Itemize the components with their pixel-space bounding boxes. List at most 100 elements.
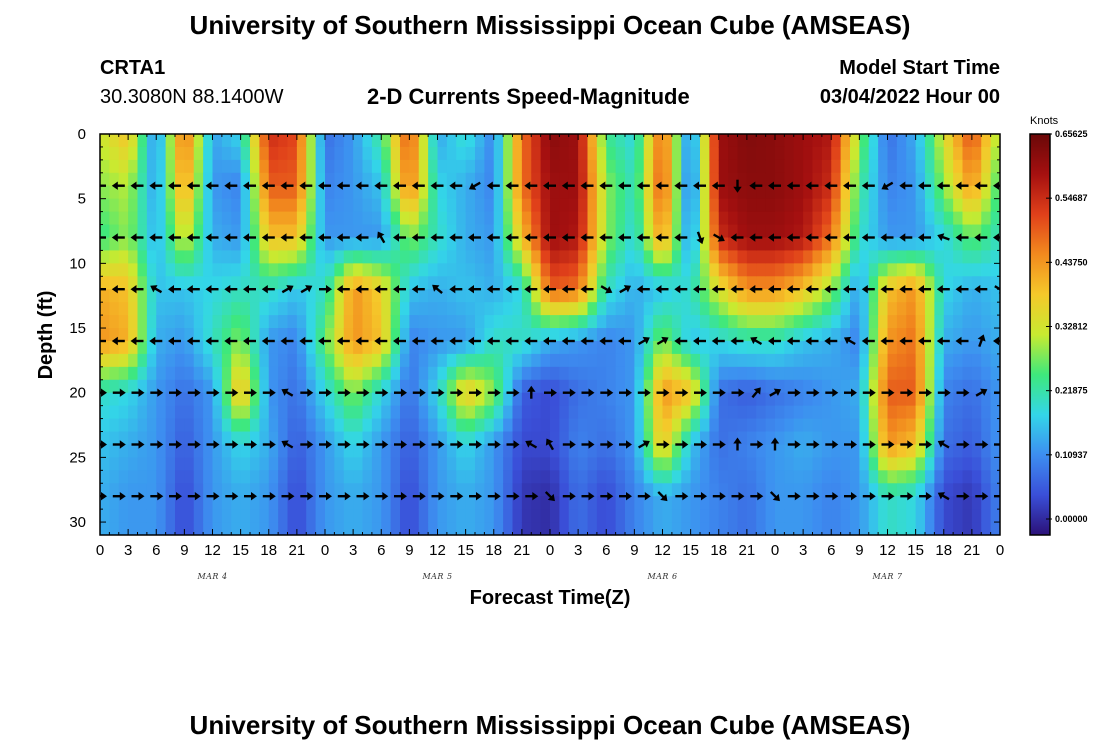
heatmap-cell xyxy=(240,431,251,446)
heatmap-cell xyxy=(203,522,214,535)
heatmap-cell xyxy=(925,172,935,187)
heatmap-cell xyxy=(718,470,729,484)
heatmap-cell xyxy=(118,289,129,303)
heatmap-cell xyxy=(971,340,982,355)
current-arrow xyxy=(318,181,331,190)
heatmap-cell xyxy=(606,250,617,264)
heatmap-cell xyxy=(615,159,626,174)
heatmap-cell xyxy=(540,366,551,381)
heatmap-cell xyxy=(156,185,167,200)
heatmap-cell xyxy=(493,496,504,510)
heatmap-cell xyxy=(803,172,814,187)
heatmap-cell xyxy=(896,470,907,484)
heatmap-cell xyxy=(943,159,954,174)
heatmap-cell xyxy=(859,457,870,471)
arrow-head xyxy=(513,388,520,397)
heatmap-cell xyxy=(906,159,917,174)
heatmap-cell xyxy=(493,185,504,200)
heatmap-cell xyxy=(559,379,570,394)
heatmap-cell xyxy=(765,509,776,523)
heatmap-cell xyxy=(109,405,120,420)
heatmap-cell xyxy=(400,159,410,174)
arrow-head xyxy=(468,233,474,242)
heatmap-cell xyxy=(156,366,167,381)
heatmap-cell xyxy=(409,496,420,510)
heatmap-cell xyxy=(418,146,429,161)
current-arrow xyxy=(956,440,970,449)
heatmap-cell xyxy=(915,405,926,420)
arrow-head xyxy=(281,388,289,396)
heatmap-cell xyxy=(381,405,392,420)
heatmap-cell xyxy=(831,185,842,200)
heatmap-cell xyxy=(484,483,495,497)
heatmap-cell xyxy=(831,146,842,161)
heatmap-cell xyxy=(278,366,289,381)
current-arrow xyxy=(805,233,819,242)
arrow-head xyxy=(243,181,249,190)
heatmap-cell xyxy=(325,431,335,446)
heatmap-cell xyxy=(165,328,176,342)
arrow-head xyxy=(869,388,876,397)
current-arrow xyxy=(769,491,780,502)
heatmap-cell xyxy=(765,250,776,264)
heatmap-cell xyxy=(231,211,242,226)
heatmap-cell xyxy=(578,211,589,226)
heatmap-cell xyxy=(165,483,176,497)
heatmap-cell xyxy=(943,276,954,290)
heatmap-cell xyxy=(212,198,223,213)
heatmap-cell xyxy=(943,366,954,381)
heatmap-cell xyxy=(240,418,251,433)
heatmap-cell xyxy=(634,185,645,200)
heatmap-cell xyxy=(868,470,879,484)
heatmap-cell xyxy=(390,483,401,497)
heatmap-cell xyxy=(306,431,317,446)
current-arrow xyxy=(955,181,969,190)
current-arrow xyxy=(600,440,614,449)
current-arrow xyxy=(768,336,781,346)
heatmap-cell xyxy=(221,353,232,368)
heatmap-cell xyxy=(409,276,420,290)
heatmap-cell xyxy=(550,483,560,497)
heatmap-cell xyxy=(118,483,129,497)
current-arrow xyxy=(919,492,932,501)
arrow-head xyxy=(861,181,868,190)
current-arrow xyxy=(281,388,294,397)
heatmap-cell xyxy=(381,134,392,148)
arrow-head xyxy=(642,440,650,448)
heatmap-cell xyxy=(465,237,476,252)
heatmap-cell xyxy=(578,405,589,420)
arrow-head xyxy=(636,233,643,242)
heatmap-cell xyxy=(428,276,439,290)
heatmap-cell xyxy=(971,353,982,368)
heatmap-cell xyxy=(484,224,495,239)
heatmap-cell xyxy=(381,185,392,200)
heatmap-cell xyxy=(990,134,1000,148)
heatmap-cell xyxy=(240,366,251,381)
heatmap-cell xyxy=(878,328,889,342)
heatmap-cell xyxy=(381,366,392,381)
heatmap-cell xyxy=(503,211,514,226)
heatmap-cell xyxy=(775,237,785,252)
current-arrow xyxy=(805,336,819,346)
heatmap-cell xyxy=(203,509,214,523)
heatmap-cell xyxy=(362,159,373,174)
heatmap-cell xyxy=(362,457,373,471)
current-arrow xyxy=(749,285,763,294)
arrow-head xyxy=(786,336,793,346)
heatmap-cell xyxy=(971,470,982,484)
heatmap-cell xyxy=(643,328,654,342)
current-arrow xyxy=(750,440,764,449)
heatmap-cell xyxy=(362,509,373,523)
heatmap-cell xyxy=(559,198,570,213)
colorbar: Knots0.000000.109370.218750.328120.43750… xyxy=(1029,115,1088,536)
heatmap-cell xyxy=(165,263,176,277)
heatmap-cell xyxy=(578,457,589,471)
heatmap-cell xyxy=(437,224,448,239)
heatmap-cell xyxy=(437,392,448,407)
heatmap-cell xyxy=(737,224,748,239)
heatmap-cell xyxy=(503,379,514,394)
heatmap-cell xyxy=(728,289,739,303)
arrow-head xyxy=(430,233,437,242)
heatmap-cell xyxy=(221,276,232,290)
heatmap-cell xyxy=(568,483,579,497)
